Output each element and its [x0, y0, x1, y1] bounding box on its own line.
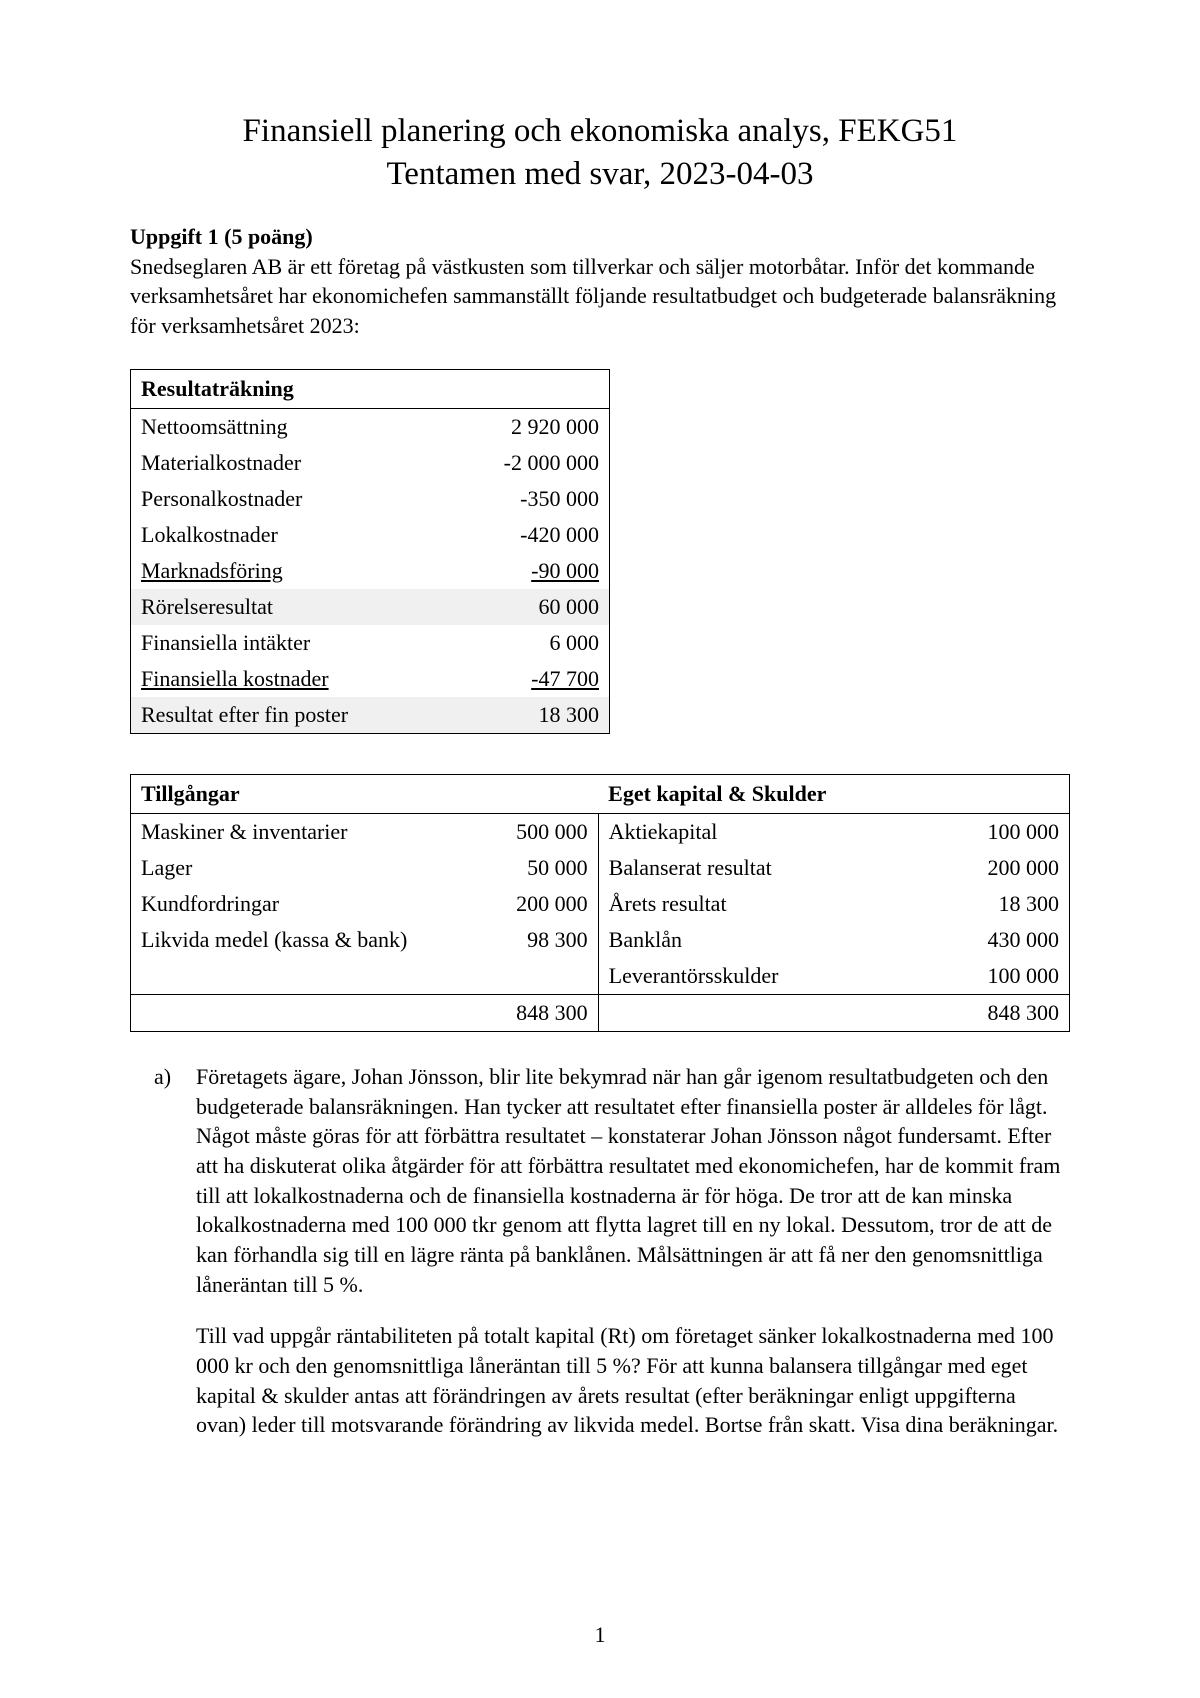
- income-row: Lokalkostnader-420 000: [131, 517, 610, 553]
- task-header: Uppgift 1 (5 poäng): [130, 224, 1070, 250]
- balance-left-label: [131, 958, 433, 995]
- balance-header-left: Tillgångar: [131, 774, 599, 813]
- balance-left-value: 50 000: [432, 850, 598, 886]
- income-row-value: 18 300: [448, 697, 610, 734]
- question-a: a) Företagets ägare, Johan Jönsson, blir…: [130, 1062, 1070, 1462]
- balance-sheet-table: Tillgångar Eget kapital & Skulder Maskin…: [130, 774, 1070, 1032]
- income-row-label: Materialkostnader: [131, 445, 448, 481]
- balance-row: Kundfordringar200 000Årets resultat18 30…: [131, 886, 1070, 922]
- question-marker: a): [130, 1062, 182, 1462]
- question-paragraph-1: Företagets ägare, Johan Jönsson, blir li…: [196, 1062, 1070, 1300]
- balance-right-value: 100 000: [904, 813, 1070, 850]
- balance-right-value: 200 000: [904, 850, 1070, 886]
- balance-left-value: [432, 958, 598, 995]
- income-row-value: 60 000: [448, 589, 610, 625]
- title-line-2: Tentamen med svar, 2023-04-03: [386, 156, 813, 192]
- title-line-1: Finansiell planering och ekonomiska anal…: [243, 113, 958, 149]
- balance-right-label: Årets resultat: [598, 886, 903, 922]
- balance-right-label: Balanserat resultat: [598, 850, 903, 886]
- income-row-value: -2 000 000: [448, 445, 610, 481]
- document-title: Finansiell planering och ekonomiska anal…: [130, 110, 1070, 196]
- income-row: Finansiella kostnader-47 700: [131, 661, 610, 697]
- balance-total-right: 848 300: [904, 994, 1070, 1031]
- income-row: Personalkostnader-350 000: [131, 481, 610, 517]
- balance-right-value: 18 300: [904, 886, 1070, 922]
- income-row-label: Lokalkostnader: [131, 517, 448, 553]
- balance-left-label: Kundfordringar: [131, 886, 433, 922]
- income-row-label: Finansiella intäkter: [131, 625, 448, 661]
- page-number: 1: [0, 1622, 1200, 1648]
- income-row-value: -47 700: [448, 661, 610, 697]
- income-row: Resultat efter fin poster18 300: [131, 697, 610, 734]
- income-row-value: -90 000: [448, 553, 610, 589]
- income-row-label: Nettoomsättning: [131, 408, 448, 445]
- balance-left-label: Likvida medel (kassa & bank): [131, 922, 433, 958]
- income-row-value: -420 000: [448, 517, 610, 553]
- income-row: Rörelseresultat60 000: [131, 589, 610, 625]
- balance-row: Lager50 000Balanserat resultat200 000: [131, 850, 1070, 886]
- income-statement-table: Resultaträkning Nettoomsättning2 920 000…: [130, 369, 610, 734]
- balance-row: Maskiner & inventarier500 000Aktiekapita…: [131, 813, 1070, 850]
- income-row: Materialkostnader-2 000 000: [131, 445, 610, 481]
- income-row-label: Resultat efter fin poster: [131, 697, 448, 734]
- income-header: Resultaträkning: [131, 369, 610, 408]
- balance-right-label: Aktiekapital: [598, 813, 903, 850]
- balance-header-right: Eget kapital & Skulder: [598, 774, 1069, 813]
- intro-paragraph: Snedseglaren AB är ett företag på västku…: [130, 252, 1070, 341]
- balance-total-left: 848 300: [432, 994, 598, 1031]
- income-row-value: -350 000: [448, 481, 610, 517]
- income-row: Finansiella intäkter6 000: [131, 625, 610, 661]
- income-row-label: Finansiella kostnader: [131, 661, 448, 697]
- balance-left-value: 200 000: [432, 886, 598, 922]
- income-row: Marknadsföring-90 000: [131, 553, 610, 589]
- balance-right-value: 430 000: [904, 922, 1070, 958]
- balance-row: Leverantörsskulder100 000: [131, 958, 1070, 995]
- income-row: Nettoomsättning2 920 000: [131, 408, 610, 445]
- balance-left-value: 98 300: [432, 922, 598, 958]
- income-row-label: Personalkostnader: [131, 481, 448, 517]
- balance-left-label: Maskiner & inventarier: [131, 813, 433, 850]
- balance-right-label: Leverantörsskulder: [598, 958, 903, 995]
- balance-total-row: 848 300 848 300: [131, 994, 1070, 1031]
- question-paragraph-2: Till vad uppgår räntabiliteten på totalt…: [196, 1321, 1070, 1440]
- income-row-value: 6 000: [448, 625, 610, 661]
- balance-left-value: 500 000: [432, 813, 598, 850]
- balance-right-label: Banklån: [598, 922, 903, 958]
- balance-right-value: 100 000: [904, 958, 1070, 995]
- income-row-label: Marknadsföring: [131, 553, 448, 589]
- balance-row: Likvida medel (kassa & bank)98 300Banklå…: [131, 922, 1070, 958]
- income-row-value: 2 920 000: [448, 408, 610, 445]
- income-row-label: Rörelseresultat: [131, 589, 448, 625]
- balance-left-label: Lager: [131, 850, 433, 886]
